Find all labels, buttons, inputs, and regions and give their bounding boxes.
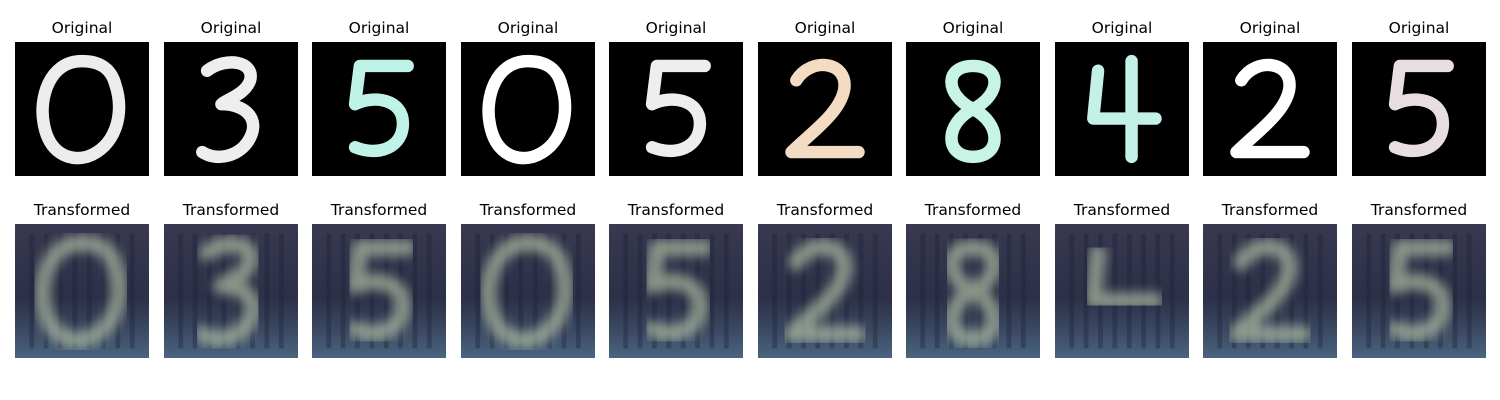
transformed-image xyxy=(461,224,595,358)
original-image xyxy=(758,42,892,176)
transformed-title: Transformed xyxy=(182,201,280,219)
transformed-image xyxy=(312,224,446,358)
transformed-title: Transformed xyxy=(924,201,1022,219)
transformed-image xyxy=(758,224,892,358)
digit-stroke xyxy=(645,59,711,158)
transformed-title: Transformed xyxy=(776,201,874,219)
original-title: Original xyxy=(794,19,856,37)
transformed-title: Transformed xyxy=(33,201,131,219)
original-image xyxy=(1055,42,1189,176)
transformed-title: Transformed xyxy=(1370,201,1468,219)
original-image xyxy=(461,42,595,176)
transformed-image xyxy=(164,224,298,358)
digit-stroke xyxy=(1386,239,1456,342)
original-title: Original xyxy=(1091,19,1153,37)
original-image xyxy=(1352,42,1486,176)
transformed-title: Transformed xyxy=(330,201,428,219)
digit-stroke xyxy=(482,54,572,165)
original-title: Original xyxy=(942,19,1004,37)
original-title: Original xyxy=(348,19,410,37)
transformed-title: Transformed xyxy=(479,201,577,219)
digit-stroke xyxy=(643,239,713,342)
digit-stroke xyxy=(1087,64,1162,125)
original-title: Original xyxy=(497,19,559,37)
digit-stroke xyxy=(785,58,865,159)
transformed-title: Transformed xyxy=(627,201,725,219)
transformed-title: Transformed xyxy=(1073,201,1171,219)
digit-stroke xyxy=(36,54,126,165)
original-title: Original xyxy=(1239,19,1301,37)
transformed-image xyxy=(1352,224,1486,358)
original-image xyxy=(312,42,446,176)
transformed-image xyxy=(1203,224,1337,358)
transformed-title: Transformed xyxy=(1221,201,1319,219)
digit-stroke xyxy=(480,235,574,349)
digit-stroke xyxy=(348,59,414,158)
transformed-image xyxy=(15,224,149,358)
digit-stroke xyxy=(945,59,1001,164)
original-title: Original xyxy=(1388,19,1450,37)
digit-stroke xyxy=(196,56,260,164)
digit-stroke xyxy=(1228,238,1312,343)
digit-stroke xyxy=(346,239,416,342)
digit-stroke xyxy=(1230,58,1310,159)
digit-stroke xyxy=(1388,59,1454,158)
digit-stroke xyxy=(1085,244,1164,309)
original-image xyxy=(1203,42,1337,176)
original-image xyxy=(906,42,1040,176)
original-title: Original xyxy=(645,19,707,37)
digit-stroke xyxy=(34,235,128,349)
transformed-image xyxy=(609,224,743,358)
digit-stroke xyxy=(943,239,1003,347)
original-image xyxy=(609,42,743,176)
digit-stroke xyxy=(783,238,867,343)
digit-stroke xyxy=(194,236,262,347)
original-image xyxy=(164,42,298,176)
transformed-image xyxy=(906,224,1040,358)
transformed-image xyxy=(1055,224,1189,358)
original-title: Original xyxy=(200,19,262,37)
original-title: Original xyxy=(51,19,113,37)
original-image xyxy=(15,42,149,176)
